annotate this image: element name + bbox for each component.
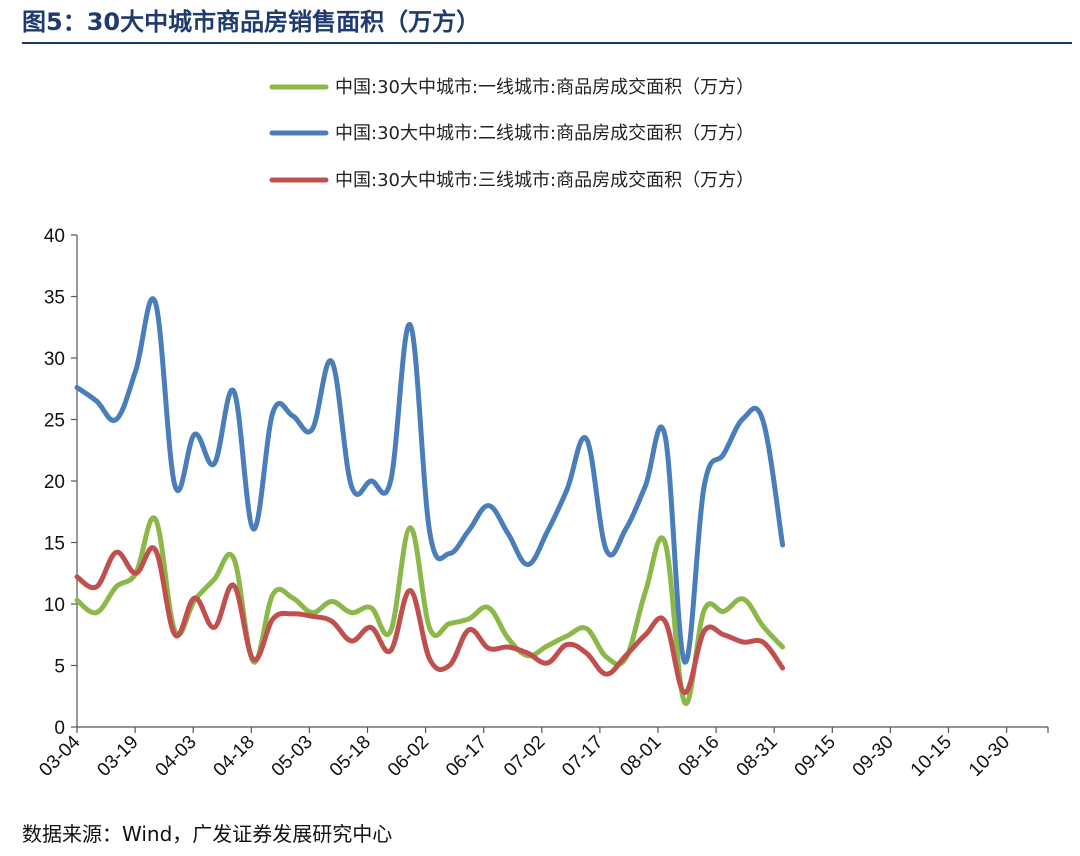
x-tick-label: 09-30 <box>849 732 898 781</box>
y-tick-label: 5 <box>54 657 65 678</box>
y-tick-label: 20 <box>44 472 65 493</box>
y-tick-label: 25 <box>44 411 65 432</box>
x-tick-label: 05-03 <box>268 732 317 781</box>
x-tick-label: 08-31 <box>733 732 782 781</box>
x-tick-label: 10-15 <box>907 732 956 781</box>
y-tick-label: 0 <box>54 718 65 739</box>
page-title: 图5：30大中城市商品房销售面积（万方） <box>22 8 481 36</box>
x-tick-label: 07-17 <box>558 732 607 781</box>
y-tick-label: 15 <box>44 534 65 555</box>
x-tick-label: 09-15 <box>791 732 840 781</box>
y-tick-label: 35 <box>44 288 65 309</box>
y-tick-label: 40 <box>44 226 65 247</box>
x-tick-label: 05-18 <box>326 732 375 781</box>
legend-label-tier1: 中国:30大中城市:一线城市:商品房成交面积（万方） <box>335 77 754 98</box>
title-divider <box>22 42 1072 44</box>
chart-series <box>74 296 786 706</box>
x-tick-label: 10-30 <box>965 732 1014 781</box>
x-tick-label: 04-03 <box>152 732 201 781</box>
series-line-tier2 <box>74 296 786 665</box>
x-tick-label: 06-17 <box>442 732 491 781</box>
data-source-note: 数据来源：Wind，广发证券发展研究中心 <box>22 822 393 846</box>
x-tick-label: 08-01 <box>616 732 665 781</box>
y-tick-label: 10 <box>44 595 65 616</box>
legend-label-tier2: 中国:30大中城市:二线城市:商品房成交面积（万方） <box>335 123 754 144</box>
x-tick-label: 04-18 <box>210 732 259 781</box>
legend-label-tier3: 中国:30大中城市:三线城市:商品房成交面积（万方） <box>335 170 754 191</box>
chart-legend: 中国:30大中城市:一线城市:商品房成交面积（万方） 中国:30大中城市:二线城市… <box>269 77 754 191</box>
x-tick-label: 08-16 <box>674 732 723 781</box>
y-tick-label: 30 <box>44 349 65 370</box>
series-line-tier3 <box>74 545 786 696</box>
x-tick-label: 03-19 <box>93 732 142 781</box>
x-tick-label: 06-02 <box>384 732 433 781</box>
x-tick-label: 07-02 <box>500 732 549 781</box>
